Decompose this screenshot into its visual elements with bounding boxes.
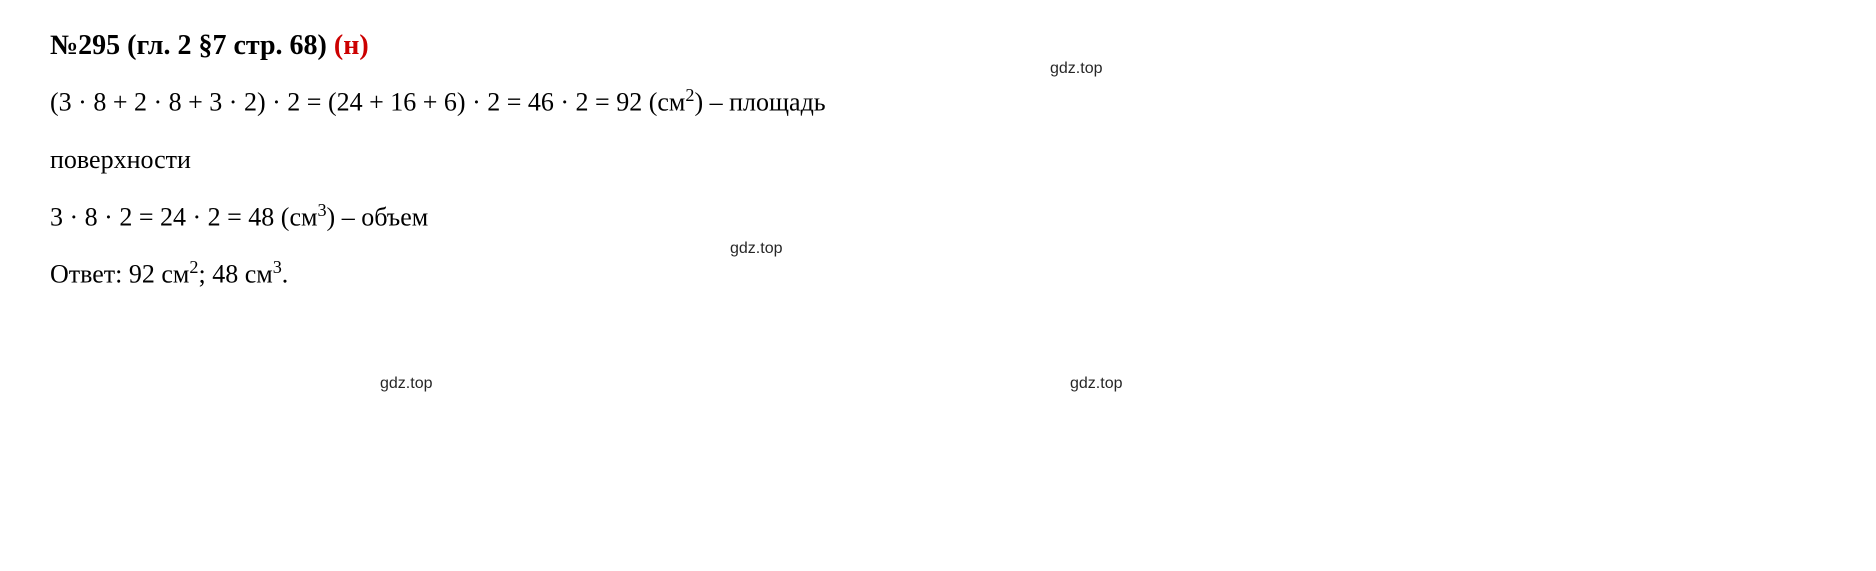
heading-red-part: (н) [334,30,369,61]
line2-text: поверхности [50,145,191,174]
solution-line-2: поверхности [50,140,1826,179]
heading-black-part: №295 (гл. 2 §7 стр. 68) [50,30,334,61]
watermark-4: gdz.top [1070,375,1122,393]
solution-line-3: 3 · 8 · 2 = 24 · 2 = 48 (см3) – объем [50,197,1826,237]
watermark-1: gdz.top [1050,60,1102,78]
solution-line-1: (3 · 8 + 2 · 8 + 3 · 2) · 2 = (24 + 16 +… [50,82,1826,122]
line1-text-part2: ) – площадь [694,88,825,117]
watermark-3: gdz.top [380,375,432,393]
answer-line: Ответ: 92 см2; 48 см3. [50,254,1826,294]
line3-text-part1: 3 · 8 · 2 = 24 · 2 = 48 (см [50,202,317,231]
watermark-2: gdz.top [730,240,782,258]
line3-superscript: 3 [317,200,326,220]
line4-text-part1: Ответ: 92 см [50,260,189,289]
line4-superscript-2: 3 [273,257,282,277]
problem-heading: №295 (гл. 2 §7 стр. 68) (н) [50,30,1826,62]
line3-text-part2: ) – объем [327,202,429,231]
line4-text-part3: . [282,260,289,289]
document-container: №295 (гл. 2 §7 стр. 68) (н) (3 · 8 + 2 ·… [50,30,1826,541]
line4-text-part2: ; 48 см [198,260,272,289]
line1-text-part1: (3 · 8 + 2 · 8 + 3 · 2) · 2 = (24 + 16 +… [50,88,685,117]
